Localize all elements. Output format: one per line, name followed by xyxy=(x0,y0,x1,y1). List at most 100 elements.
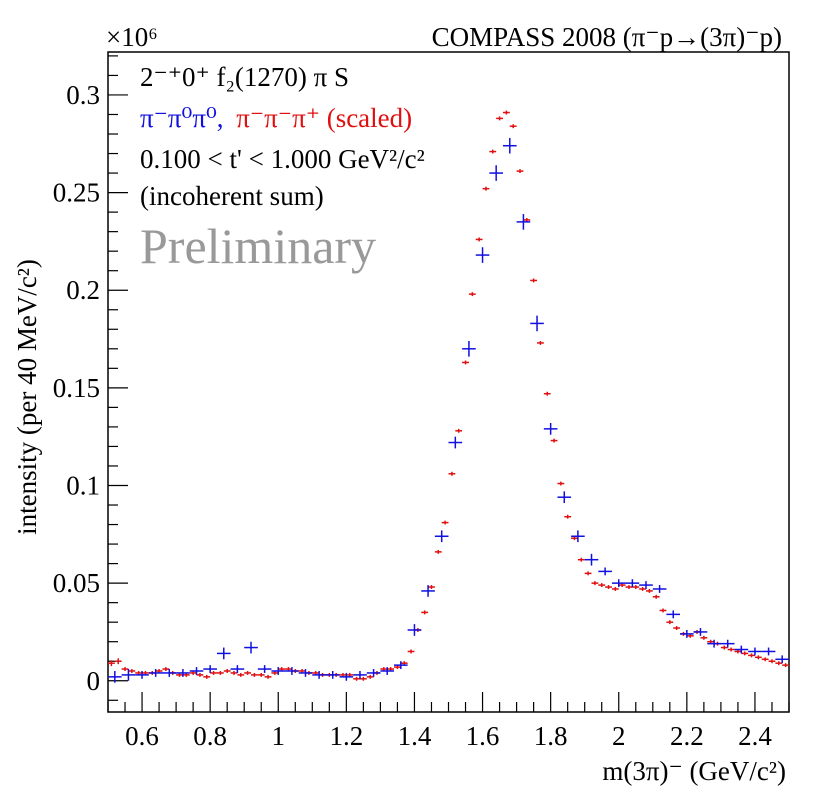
charged-point xyxy=(509,124,517,129)
charged-point xyxy=(577,557,585,562)
charged-point xyxy=(203,674,211,679)
neutral-point xyxy=(421,585,435,597)
neutral-point xyxy=(176,669,190,677)
neutral-point xyxy=(298,669,313,677)
y-tick-label: 0.1 xyxy=(66,470,100,500)
charged-point xyxy=(121,667,129,671)
x-axis: 0.6 0.8 1 1.2 1.4 1.6 1.8 2 2.2 2.4 xyxy=(107,692,790,751)
neutral-point xyxy=(543,423,558,435)
neutral-point xyxy=(720,639,735,648)
x-tick-label: 1.4 xyxy=(398,721,432,751)
charged-point xyxy=(557,481,565,486)
neutral-point xyxy=(625,579,640,588)
neutral-point xyxy=(108,670,122,683)
charged-point xyxy=(543,391,551,396)
charged-point xyxy=(768,659,776,664)
x-tick-label: 2 xyxy=(612,721,626,751)
neutral-point xyxy=(775,655,789,664)
neutral-point xyxy=(312,670,326,679)
x-tick-label: 0.6 xyxy=(125,721,159,751)
neutral-point xyxy=(530,315,544,332)
neutral-point xyxy=(571,530,585,543)
neutral-point xyxy=(475,247,490,263)
y-tick-label: 0.15 xyxy=(53,373,100,403)
x-tick-label: 1.6 xyxy=(466,721,500,751)
x-axis-title: m(3π)⁻ (GeV/c²) xyxy=(602,756,786,786)
neutral-point xyxy=(516,214,531,230)
neutral-point xyxy=(666,610,681,619)
charged-point xyxy=(223,669,231,673)
neutral-point xyxy=(121,669,136,681)
neutral-point xyxy=(557,491,572,504)
y-tick-label: 0.3 xyxy=(66,80,100,110)
charged-point xyxy=(359,676,367,681)
charged-point xyxy=(748,653,755,658)
neutral-point xyxy=(693,628,708,636)
neutral-point xyxy=(162,669,177,677)
charged-point xyxy=(462,360,469,365)
neutral-point xyxy=(366,669,381,677)
x-tick-label: 0.8 xyxy=(193,721,227,751)
neutral-point xyxy=(707,639,721,648)
charged-point xyxy=(537,340,544,345)
charged-point xyxy=(516,169,524,174)
legend-wave: 2⁻⁺0⁺ f₂(1270) π S xyxy=(140,62,349,92)
neutral-point xyxy=(216,647,231,660)
neutral-point xyxy=(244,641,258,654)
charged-point xyxy=(128,669,136,673)
charged-point xyxy=(591,581,599,586)
legend-charged: π⁻π⁻π⁺ (scaled) xyxy=(236,103,412,133)
charged-point xyxy=(782,663,789,668)
charged-point xyxy=(421,610,429,615)
legend-note: (incoherent sum) xyxy=(140,181,324,211)
preliminary-watermark: Preliminary xyxy=(140,218,376,274)
y-tick-label: 0.25 xyxy=(53,178,100,208)
neutral-point xyxy=(380,667,395,675)
y-tick-label: 0 xyxy=(87,666,101,696)
y-axis: 0 0.05 0.1 0.15 0.2 0.25 0.3 xyxy=(53,55,128,701)
charged-point xyxy=(673,626,681,630)
neutral-point xyxy=(189,667,204,675)
x-tick-label: 2.2 xyxy=(670,721,704,751)
y-exponent: ×10⁶ xyxy=(106,22,158,52)
charged-point xyxy=(645,588,653,593)
neutral-point xyxy=(271,667,286,675)
neutral-point xyxy=(339,672,354,681)
charged-point xyxy=(407,649,415,654)
chart-title: COMPASS 2008 (π⁻p→(3π)⁻p) xyxy=(432,22,782,52)
neutral-point xyxy=(230,665,245,673)
neutral-point xyxy=(203,665,217,673)
charged-point xyxy=(584,571,592,576)
charged-point xyxy=(482,186,490,191)
charged-point xyxy=(428,585,435,589)
charged-point xyxy=(605,585,612,589)
charged-point xyxy=(625,585,633,589)
charged-point xyxy=(257,672,265,677)
charged-point xyxy=(652,594,660,599)
charged-point xyxy=(611,587,619,591)
charged-point xyxy=(230,670,238,675)
neutral-point xyxy=(734,645,749,654)
legend-tprime: 0.100 < t' < 1.000 GeV²/c² xyxy=(140,144,425,174)
charged-point xyxy=(727,647,735,652)
neutral-point xyxy=(434,530,449,543)
charged-point xyxy=(251,672,258,677)
charged-point xyxy=(550,438,558,443)
charged-point xyxy=(720,645,728,650)
charged-point xyxy=(441,520,449,525)
charged-point xyxy=(210,670,217,675)
y-axis-title: intensity (per 40 MeV/c²) xyxy=(12,259,42,535)
charged-point xyxy=(468,292,476,297)
neutral-point xyxy=(462,340,476,357)
charged-point xyxy=(244,670,252,675)
x-tick-label: 2.4 xyxy=(738,721,772,751)
charged-point xyxy=(775,661,783,666)
neutral-point xyxy=(639,581,653,589)
charged-point xyxy=(216,670,224,675)
neutral-point xyxy=(652,585,667,593)
x-tick-label: 1.2 xyxy=(329,721,363,751)
x-tick-label: 1.8 xyxy=(534,721,568,751)
neutral-point xyxy=(394,661,408,670)
charged-point xyxy=(659,608,667,613)
